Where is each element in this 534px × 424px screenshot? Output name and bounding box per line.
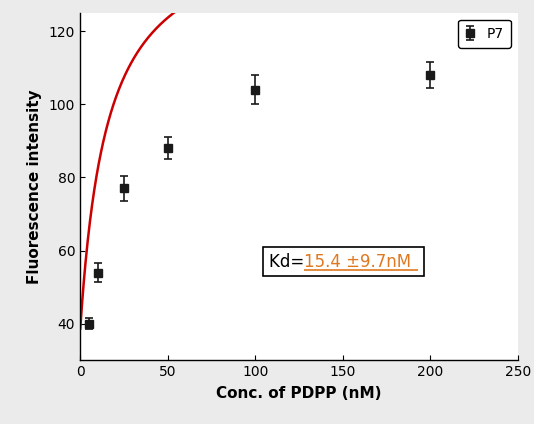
Text: 15.4 ±9.7nM: 15.4 ±9.7nM [304,253,411,271]
Legend: P7: P7 [458,20,511,47]
Text: Kd=: Kd= [269,253,310,271]
Bar [263,247,424,276]
Y-axis label: Fluorescence intensity: Fluorescence intensity [27,89,42,284]
X-axis label: Conc. of PDPP (nM): Conc. of PDPP (nM) [216,386,382,401]
